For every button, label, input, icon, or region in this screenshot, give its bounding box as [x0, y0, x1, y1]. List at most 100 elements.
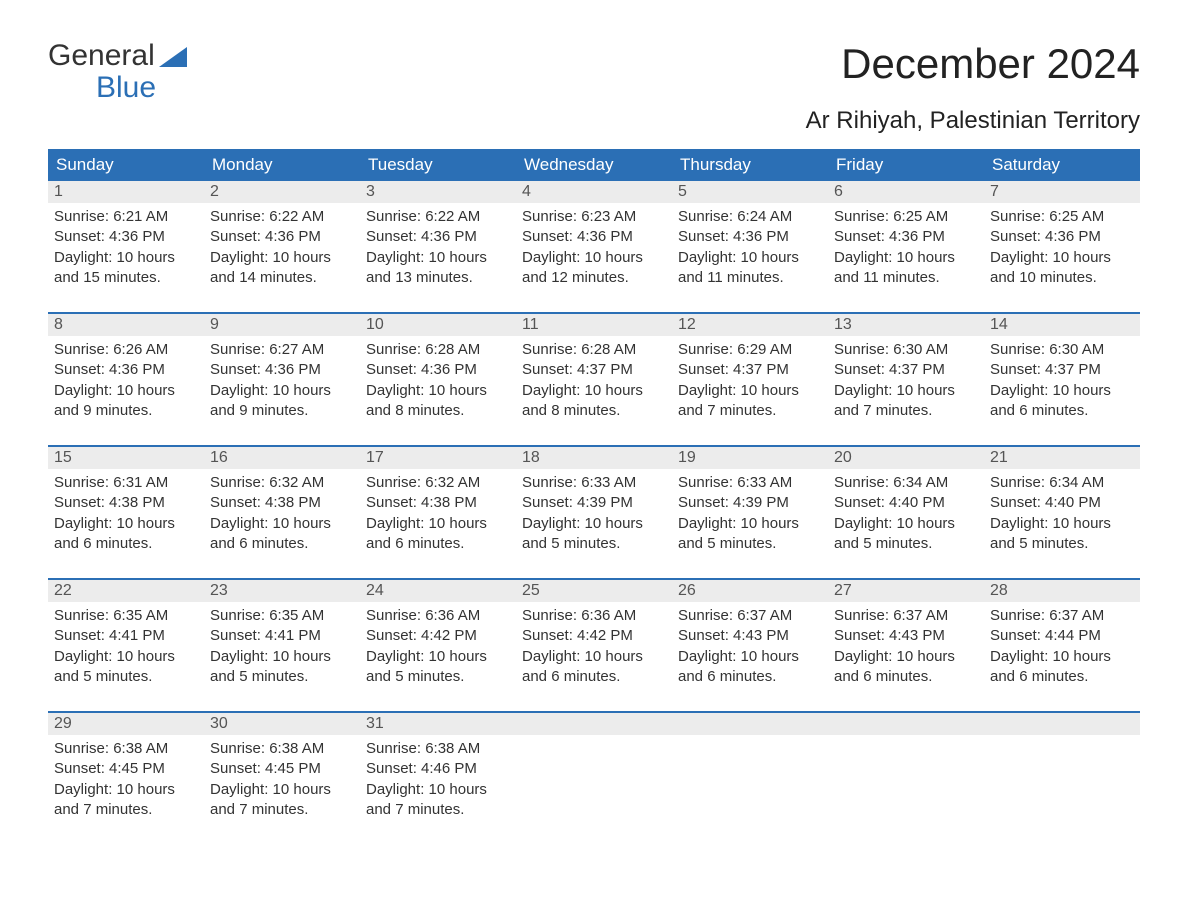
sunrise-line: Sunrise: 6:38 AM — [54, 739, 198, 759]
day-details-empty — [984, 735, 1140, 831]
day-details: Sunrise: 6:23 AMSunset: 4:36 PMDaylight:… — [516, 203, 672, 312]
day-number: 2 — [204, 181, 360, 203]
day-number: 3 — [360, 181, 516, 203]
day-number: 19 — [672, 447, 828, 469]
daylight-line-2: and 7 minutes. — [54, 800, 198, 820]
daylight-line-1: Daylight: 10 hours — [678, 248, 822, 268]
day-details: Sunrise: 6:30 AMSunset: 4:37 PMDaylight:… — [828, 336, 984, 445]
calendar-cell: 9Sunrise: 6:27 AMSunset: 4:36 PMDaylight… — [204, 313, 360, 446]
sunset-line: Sunset: 4:42 PM — [522, 626, 666, 646]
calendar-cell: 15 Sunrise: 6:31 AMSunset: 4:38 PMDayligh… — [48, 446, 204, 579]
sunrise-line: Sunrise: 6:22 AM — [210, 207, 354, 227]
day-details-empty — [516, 735, 672, 831]
day-number-empty — [672, 713, 828, 735]
sunrise-line: Sunrise: 6:21 AM — [54, 207, 198, 227]
day-number: 22 — [48, 580, 204, 602]
day-number: 6 — [828, 181, 984, 203]
daylight-line-1: Daylight: 10 hours — [54, 514, 198, 534]
day-details: Sunrise: 6:26 AMSunset: 4:36 PMDaylight:… — [48, 336, 204, 445]
daylight-line-2: and 5 minutes. — [990, 534, 1134, 554]
daylight-line-2: and 5 minutes. — [366, 667, 510, 687]
day-details: Sunrise: 6:32 AMSunset: 4:38 PMDaylight:… — [204, 469, 360, 578]
day-details: Sunrise: 6:25 AMSunset: 4:36 PMDaylight:… — [828, 203, 984, 312]
calendar-cell: 7Sunrise: 6:25 AMSunset: 4:36 PMDaylight… — [984, 181, 1140, 313]
calendar-cell: 11Sunrise: 6:28 AMSunset: 4:37 PMDayligh… — [516, 313, 672, 446]
sunrise-line: Sunrise: 6:35 AM — [54, 606, 198, 626]
calendar-week-row: 29Sunrise: 6:38 AMSunset: 4:45 PMDayligh… — [48, 712, 1140, 844]
day-number: 7 — [984, 181, 1140, 203]
daylight-line-1: Daylight: 10 hours — [834, 381, 978, 401]
sunset-line: Sunset: 4:46 PM — [366, 759, 510, 779]
calendar-cell: 20Sunrise: 6:34 AMSunset: 4:40 PMDayligh… — [828, 446, 984, 579]
calendar-cell — [984, 712, 1140, 844]
logo-triangle-icon — [159, 45, 193, 67]
day-header: Tuesday — [360, 149, 516, 181]
sunset-line: Sunset: 4:37 PM — [834, 360, 978, 380]
day-number: 15 — [48, 447, 204, 469]
daylight-line-2: and 5 minutes. — [54, 667, 198, 687]
day-number: 5 — [672, 181, 828, 203]
sunrise-line: Sunrise: 6:37 AM — [678, 606, 822, 626]
sunrise-line: Sunrise: 6:32 AM — [210, 473, 354, 493]
sunrise-line: Sunrise: 6:38 AM — [210, 739, 354, 759]
day-details: Sunrise: 6:35 AMSunset: 4:41 PMDaylight:… — [48, 602, 204, 711]
sunrise-line: Sunrise: 6:27 AM — [210, 340, 354, 360]
day-number-empty — [828, 713, 984, 735]
calendar-cell: 23Sunrise: 6:35 AMSunset: 4:41 PMDayligh… — [204, 579, 360, 712]
daylight-line-1: Daylight: 10 hours — [366, 780, 510, 800]
sunset-line: Sunset: 4:37 PM — [990, 360, 1134, 380]
sunset-line: Sunset: 4:36 PM — [678, 227, 822, 247]
sunset-line: Sunset: 4:45 PM — [210, 759, 354, 779]
calendar-cell: 24Sunrise: 6:36 AMSunset: 4:42 PMDayligh… — [360, 579, 516, 712]
daylight-line-2: and 5 minutes. — [678, 534, 822, 554]
calendar-cell: 14Sunrise: 6:30 AMSunset: 4:37 PMDayligh… — [984, 313, 1140, 446]
sunrise-line: Sunrise: 6:35 AM — [210, 606, 354, 626]
day-number: 23 — [204, 580, 360, 602]
daylight-line-1: Daylight: 10 hours — [210, 248, 354, 268]
day-details: Sunrise: 6:25 AMSunset: 4:36 PMDaylight:… — [984, 203, 1140, 312]
daylight-line-1: Daylight: 10 hours — [210, 780, 354, 800]
sunset-line: Sunset: 4:38 PM — [54, 493, 198, 513]
sunrise-line: Sunrise: 6:33 AM — [522, 473, 666, 493]
calendar-cell: 3Sunrise: 6:22 AMSunset: 4:36 PMDaylight… — [360, 181, 516, 313]
daylight-line-1: Daylight: 10 hours — [54, 248, 198, 268]
day-details: Sunrise: 6:34 AMSunset: 4:40 PMDaylight:… — [984, 469, 1140, 578]
sunset-line: Sunset: 4:36 PM — [990, 227, 1134, 247]
day-number: 31 — [360, 713, 516, 735]
day-number: 13 — [828, 314, 984, 336]
sunrise-line: Sunrise: 6:29 AM — [678, 340, 822, 360]
calendar-cell — [828, 712, 984, 844]
day-header: Monday — [204, 149, 360, 181]
calendar-table: Sunday Monday Tuesday Wednesday Thursday… — [48, 149, 1140, 844]
calendar-cell: 1Sunrise: 6:21 AMSunset: 4:36 PMDaylight… — [48, 181, 204, 313]
calendar-cell: 6Sunrise: 6:25 AMSunset: 4:36 PMDaylight… — [828, 181, 984, 313]
sunset-line: Sunset: 4:36 PM — [522, 227, 666, 247]
day-details: Sunrise: 6:21 AMSunset: 4:36 PMDaylight:… — [48, 203, 204, 312]
sunset-line: Sunset: 4:39 PM — [522, 493, 666, 513]
sunrise-line: Sunrise: 6:23 AM — [522, 207, 666, 227]
day-number: 21 — [984, 447, 1140, 469]
day-details: Sunrise: 6:32 AMSunset: 4:38 PMDaylight:… — [360, 469, 516, 578]
daylight-line-2: and 6 minutes. — [522, 667, 666, 687]
day-details: Sunrise: 6:36 AMSunset: 4:42 PMDaylight:… — [360, 602, 516, 711]
day-details: Sunrise: 6:30 AMSunset: 4:37 PMDaylight:… — [984, 336, 1140, 445]
calendar-cell: 4Sunrise: 6:23 AMSunset: 4:36 PMDaylight… — [516, 181, 672, 313]
sunrise-line: Sunrise: 6:36 AM — [522, 606, 666, 626]
calendar-cell: 8Sunrise: 6:26 AMSunset: 4:36 PMDaylight… — [48, 313, 204, 446]
calendar-week-row: 8Sunrise: 6:26 AMSunset: 4:36 PMDaylight… — [48, 313, 1140, 446]
sunrise-line: Sunrise: 6:31 AM — [54, 473, 198, 493]
daylight-line-2: and 9 minutes. — [54, 401, 198, 421]
day-number: 12 — [672, 314, 828, 336]
daylight-line-2: and 10 minutes. — [990, 268, 1134, 288]
daylight-line-1: Daylight: 10 hours — [678, 381, 822, 401]
day-details: Sunrise: 6:27 AMSunset: 4:36 PMDaylight:… — [204, 336, 360, 445]
daylight-line-2: and 9 minutes. — [210, 401, 354, 421]
sunrise-line: Sunrise: 6:36 AM — [366, 606, 510, 626]
day-header: Saturday — [984, 149, 1140, 181]
daylight-line-2: and 6 minutes. — [834, 667, 978, 687]
day-details: Sunrise: 6:38 AMSunset: 4:46 PMDaylight:… — [360, 735, 516, 844]
daylight-line-2: and 11 minutes. — [834, 268, 978, 288]
day-header: Friday — [828, 149, 984, 181]
daylight-line-1: Daylight: 10 hours — [210, 514, 354, 534]
sunrise-line: Sunrise: 6:37 AM — [990, 606, 1134, 626]
